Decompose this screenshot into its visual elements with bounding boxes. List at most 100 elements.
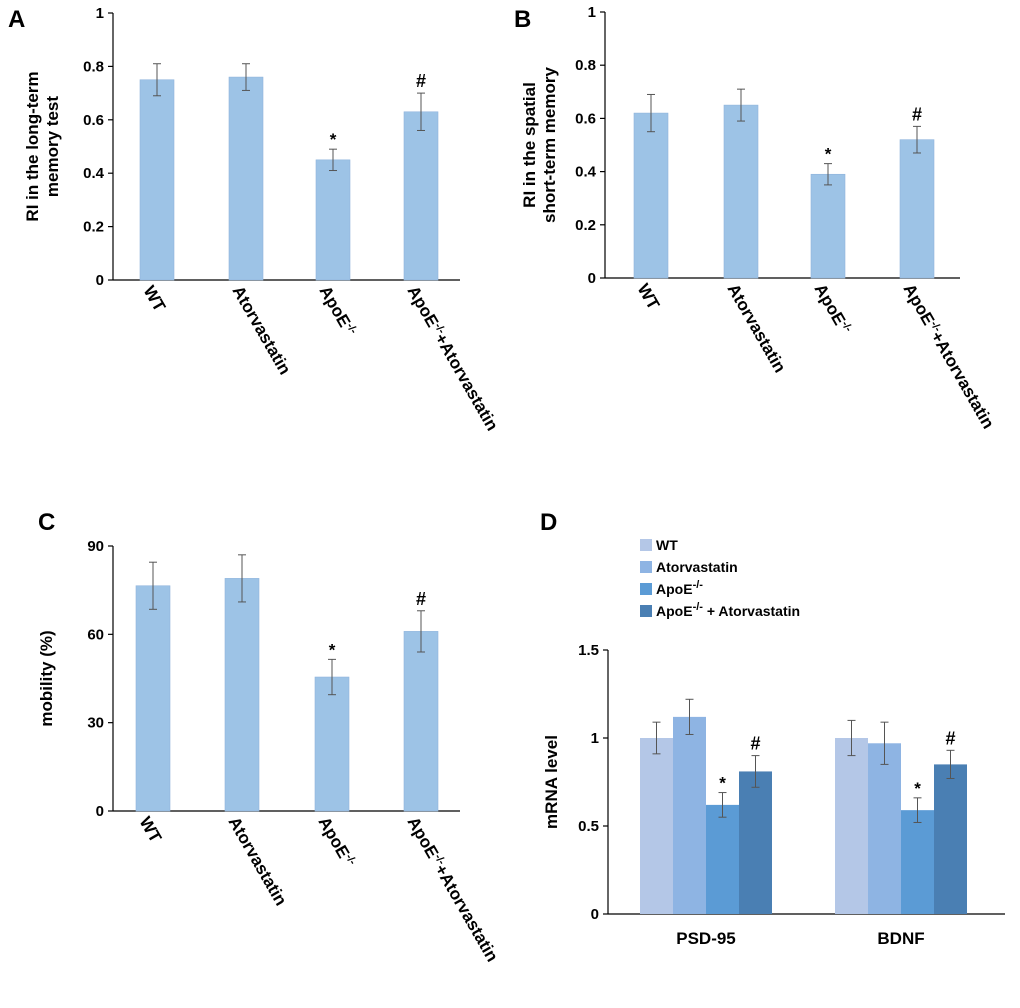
- panel-b-category-label: Atorvastatin: [724, 281, 790, 376]
- panel-c-y-tick-label: 60: [87, 626, 104, 643]
- panel-a-category-label: ApoE-/-+Atorvastatin: [404, 283, 502, 434]
- panel-a-y-tick-label: 0.6: [83, 112, 104, 129]
- panel-b-significance-mark: *: [825, 145, 832, 164]
- panel-a-category-label-base: WT: [140, 283, 170, 316]
- panel-a-letter: A: [8, 6, 25, 33]
- panel-a-significance-mark: *: [330, 130, 337, 149]
- panel-d-bar: [934, 764, 967, 914]
- panel-b-bar: [633, 112, 669, 279]
- panel-d-y-tick-label: 1: [591, 730, 599, 747]
- panel-d-category-label: PSD-95: [676, 929, 736, 948]
- panel-d-letter: D: [540, 509, 557, 536]
- panel-d-y-tick-label: 0: [591, 906, 599, 923]
- panel-d-legend-label: ApoE-/-: [656, 579, 703, 597]
- panel-b-significance-mark: #: [912, 104, 922, 124]
- panel-c: C 0 30 60 90 mobility (%) WT Atorvastatin * ApoE…: [37, 509, 502, 965]
- panel-d-bar: [673, 716, 706, 914]
- panel-b-category-label: ApoE-/-: [811, 281, 855, 338]
- panel-b-y-axis-label: RI in the spatial: [520, 82, 539, 208]
- panel-a-y-tick-label: 0.4: [83, 165, 105, 182]
- panel-d-legend-label: Atorvastatin: [656, 559, 738, 575]
- panel-a-category-label: ApoE-/-: [316, 283, 360, 340]
- panel-a-bar: [315, 159, 351, 281]
- panel-c-y-tick-label: 90: [87, 538, 104, 555]
- panel-d-legend-label-after: + Atorvastatin: [703, 603, 800, 619]
- panel-d-legend-swatch: [640, 561, 652, 573]
- panel-d-significance-mark: *: [914, 779, 921, 798]
- panel-c-bar: [314, 676, 350, 812]
- panel-a-y-axis-label: RI in the long-term: [23, 71, 42, 221]
- panel-d-bar: [868, 743, 901, 914]
- panel-d-significance-mark: #: [945, 728, 955, 748]
- panel-d-legend-swatch: [640, 583, 652, 595]
- panel-a-bar: [228, 76, 264, 281]
- panel-b-letter: B: [514, 6, 531, 33]
- panel-b-y-tick-label: 0.8: [575, 57, 596, 74]
- panel-d-significance-mark: #: [750, 734, 760, 754]
- panel-d-bar: [835, 738, 868, 914]
- panel-a-category-label-after: +Atorvastatin: [431, 330, 502, 434]
- panel-b-y-tick-label: 1: [588, 4, 596, 21]
- panel-c-category-label: ApoE-/-: [315, 814, 359, 871]
- panel-b-category-label-after: +Atorvastatin: [927, 328, 998, 432]
- panel-b-bar: [723, 104, 759, 279]
- panel-a-bar: [403, 111, 439, 281]
- panel-d-legend-label-base: ApoE: [656, 603, 693, 619]
- panel-b-y-axis-label: short-term memory: [540, 67, 559, 223]
- panel-a-y-tick-label: 1: [96, 5, 104, 22]
- panel-b-y-tick-label: 0.6: [575, 110, 596, 127]
- panel-b-y-tick-label: 0.4: [575, 164, 597, 181]
- panel-b-category-label: ApoE-/-+Atorvastatin: [900, 281, 998, 432]
- panel-c-y-axis-label: mobility (%): [37, 630, 56, 726]
- panel-c-category-label: Atorvastatin: [225, 814, 291, 909]
- panel-a-y-tick-label: 0.8: [83, 58, 104, 75]
- panel-d-legend-label-sup: -/-: [693, 579, 704, 591]
- panel-d: D 0 0.5 1 1.5 mRNA level * * # # PSD-95 BDNF WT Ator…: [540, 509, 1005, 948]
- panel-a-category-label-base: Atorvastatin: [229, 283, 295, 378]
- panel-d-y-axis-label: mRNA level: [542, 735, 561, 829]
- panel-c-category-label-base: Atorvastatin: [225, 814, 291, 909]
- panel-d-legend-label-sup: -/-: [693, 601, 704, 613]
- panel-d-significance-mark: *: [719, 774, 726, 793]
- panel-a-significance-mark: #: [416, 71, 426, 91]
- panel-d-bar: [706, 804, 739, 914]
- panel-c-bar: [224, 578, 260, 812]
- panel-c-category-label-after: +Atorvastatin: [431, 861, 502, 965]
- panel-a-category-label: WT: [140, 283, 170, 316]
- panel-b: B 0 0.2 0.4 0.6 0.8 1 RI in the spatial short-t…: [514, 4, 998, 432]
- panel-a-y-tick-label: 0.2: [83, 219, 104, 236]
- panel-c-category-label: ApoE-/-+Atorvastatin: [404, 814, 502, 965]
- panel-b-y-tick-label: 0.2: [575, 217, 596, 234]
- panel-d-legend-label-base: WT: [656, 537, 678, 553]
- panel-b-category-label-base: Atorvastatin: [724, 281, 790, 376]
- panel-d-bar: [901, 810, 934, 914]
- panel-d-legend-swatch: [640, 605, 652, 617]
- panel-a: A 0 0.2 0.4 0.6 0.8 1 RI in the long-term memor…: [8, 5, 502, 434]
- panel-c-category-label-base: WT: [136, 814, 166, 847]
- panel-d-legend-label: ApoE-/- + Atorvastatin: [656, 601, 800, 619]
- panel-d-legend-swatch: [640, 539, 652, 551]
- panel-a-bar: [139, 79, 175, 281]
- panel-a-y-tick-label: 0: [96, 272, 104, 289]
- panel-b-category-label: WT: [634, 281, 664, 314]
- panel-d-category-label: BDNF: [877, 929, 924, 948]
- panel-c-category-label: WT: [136, 814, 166, 847]
- panel-a-category-label: Atorvastatin: [229, 283, 295, 378]
- panel-b-bar: [810, 173, 846, 279]
- panel-d-legend-label: WT: [656, 537, 678, 553]
- panel-b-y-tick-label: 0: [588, 270, 596, 287]
- panel-d-y-tick-label: 1.5: [578, 642, 599, 659]
- panel-c-letter: C: [38, 509, 55, 536]
- panel-c-bar: [135, 585, 171, 812]
- panel-d-bar: [739, 771, 772, 914]
- panel-b-bar: [899, 139, 935, 279]
- panel-b-category-label-base: WT: [634, 281, 664, 314]
- panel-c-y-tick-label: 30: [87, 715, 104, 732]
- panel-d-legend-label-base: ApoE: [656, 581, 693, 597]
- panel-c-significance-mark: *: [329, 640, 336, 659]
- panel-a-y-axis-label: memory test: [43, 96, 62, 197]
- panel-d-y-tick-label: 0.5: [578, 818, 599, 835]
- panel-d-bar: [640, 738, 673, 914]
- panel-d-legend-label-base: Atorvastatin: [656, 559, 738, 575]
